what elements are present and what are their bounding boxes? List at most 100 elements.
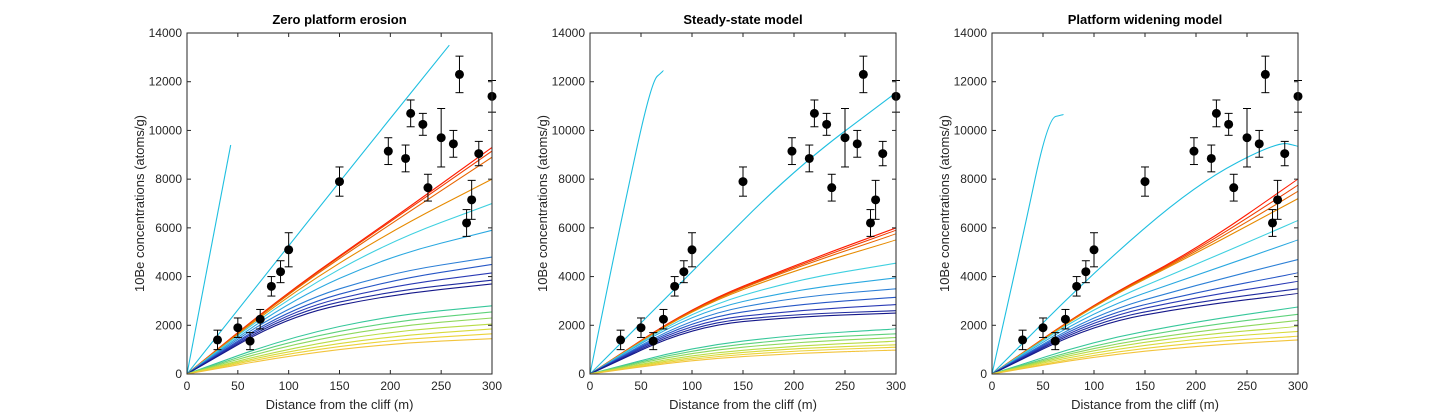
x-tick-label: 100 bbox=[1084, 379, 1104, 393]
model-curve-17 bbox=[992, 325, 1298, 374]
model-curve-9 bbox=[992, 258, 1298, 374]
model-curve-15 bbox=[187, 311, 492, 374]
model-curve-18 bbox=[590, 344, 896, 374]
data-point bbox=[1038, 323, 1048, 333]
y-tick-label: 2000 bbox=[960, 318, 987, 332]
data-point bbox=[1018, 335, 1028, 345]
model-curve-16 bbox=[590, 336, 896, 374]
data-point bbox=[866, 218, 875, 228]
model-curve-14 bbox=[590, 328, 896, 374]
y-tick-label: 10000 bbox=[149, 123, 183, 137]
data-point bbox=[383, 146, 393, 156]
x-tick-label: 200 bbox=[1186, 379, 1206, 393]
data-point bbox=[266, 281, 276, 291]
chart-panel-3: 0 50 100 150 200 250 300 0 2000 4000 6000 8000 10000… bbox=[937, 12, 1308, 412]
model-curve-8 bbox=[187, 229, 492, 374]
x-tick-label: 50 bbox=[1036, 379, 1050, 393]
model-curve-6 bbox=[992, 198, 1298, 374]
y-tick-label: 10000 bbox=[552, 123, 586, 137]
plot-area bbox=[992, 33, 1298, 374]
data-point bbox=[284, 245, 294, 255]
data-point bbox=[1242, 133, 1252, 143]
model-curve-20 bbox=[187, 338, 492, 374]
y-tick-label: 14000 bbox=[954, 26, 988, 40]
data-point bbox=[1211, 108, 1221, 118]
data-point bbox=[276, 267, 286, 277]
chart-panel-1: 0 50 100 150 200 250 300 0 2000 4000 6000 8000 10000… bbox=[132, 12, 502, 412]
x-axis-label: Distance from the cliff (m) bbox=[1071, 397, 1219, 412]
model-curve-12 bbox=[187, 279, 492, 374]
model-curve-14 bbox=[992, 306, 1298, 374]
x-tick-label: 150 bbox=[329, 379, 349, 393]
x-tick-label: 100 bbox=[682, 379, 702, 393]
data-point bbox=[406, 108, 416, 118]
y-tick-label: 14000 bbox=[552, 26, 586, 40]
x-tick-label: 300 bbox=[482, 379, 502, 393]
y-tick-label: 4000 bbox=[155, 270, 182, 284]
data-point bbox=[213, 335, 222, 345]
model-curves bbox=[992, 114, 1298, 374]
data-point bbox=[1140, 177, 1150, 187]
y-tick-label: 4000 bbox=[960, 270, 987, 284]
y-tick-label: 10000 bbox=[954, 123, 988, 137]
data-point bbox=[474, 149, 484, 159]
x-tick-label: 250 bbox=[1237, 379, 1257, 393]
data-point bbox=[687, 245, 697, 255]
chart-title: Platform widening model bbox=[1068, 12, 1223, 27]
data-point bbox=[616, 335, 626, 345]
model-curve-20 bbox=[992, 339, 1298, 374]
model-curve-7 bbox=[187, 202, 492, 374]
model-curve-11 bbox=[187, 272, 492, 374]
data-point bbox=[255, 314, 265, 324]
y-tick-label: 0 bbox=[175, 367, 182, 381]
data-point bbox=[670, 281, 680, 291]
y-tick-label: 12000 bbox=[552, 75, 586, 89]
model-curve-7 bbox=[590, 262, 896, 374]
y-axis-label: 10Be concentrations (atoms/g) bbox=[535, 115, 550, 292]
y-tick-label: 6000 bbox=[155, 221, 182, 235]
data-point bbox=[1254, 139, 1264, 149]
model-curve-16 bbox=[992, 319, 1298, 374]
model-curve-8 bbox=[590, 277, 896, 374]
x-axis-label: Distance from the cliff (m) bbox=[266, 397, 414, 412]
data-point bbox=[448, 139, 458, 149]
model-curve-16 bbox=[187, 317, 492, 374]
x-tick-label: 200 bbox=[784, 379, 804, 393]
data-point bbox=[636, 323, 646, 333]
data-point bbox=[1260, 69, 1270, 79]
y-tick-label: 2000 bbox=[155, 318, 182, 332]
chart-title: Steady-state model bbox=[683, 12, 802, 27]
y-tick-label: 8000 bbox=[960, 172, 987, 186]
x-tick-label: 200 bbox=[380, 379, 400, 393]
data-point bbox=[233, 323, 243, 333]
model-curve-13 bbox=[590, 312, 896, 374]
model-curve-15 bbox=[590, 333, 896, 374]
x-tick-label: 50 bbox=[231, 379, 245, 393]
y-tick-label: 0 bbox=[578, 367, 585, 381]
data-point bbox=[1206, 153, 1216, 163]
x-tick-label: 250 bbox=[431, 379, 451, 393]
x-tick-label: 150 bbox=[733, 379, 753, 393]
data-point bbox=[454, 69, 464, 79]
y-tick-label: 12000 bbox=[954, 75, 988, 89]
data-point bbox=[648, 336, 658, 346]
data-point bbox=[1050, 336, 1060, 346]
data-point bbox=[809, 108, 819, 118]
observations bbox=[213, 55, 497, 351]
model-curve-10 bbox=[992, 272, 1298, 374]
observations bbox=[616, 55, 901, 351]
y-axis-label: 10Be concentrations (atoms/g) bbox=[132, 115, 147, 292]
x-tick-label: 300 bbox=[886, 379, 906, 393]
model-curve-1 bbox=[992, 114, 1064, 374]
y-tick-label: 12000 bbox=[149, 75, 183, 89]
data-point bbox=[1268, 218, 1277, 228]
model-curve-12 bbox=[992, 288, 1298, 374]
data-point bbox=[1229, 183, 1239, 193]
x-tick-label: 0 bbox=[184, 379, 191, 393]
y-tick-label: 14000 bbox=[149, 26, 183, 40]
x-tick-label: 100 bbox=[279, 379, 299, 393]
y-tick-label: 2000 bbox=[558, 318, 585, 332]
model-curve-9 bbox=[590, 288, 896, 374]
y-tick-label: 0 bbox=[980, 367, 987, 381]
